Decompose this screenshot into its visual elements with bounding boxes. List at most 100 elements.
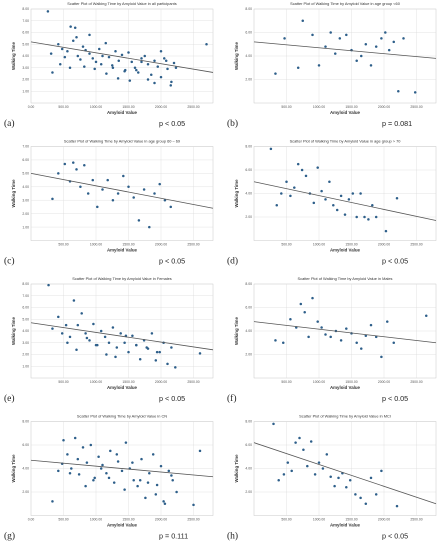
panel-d: Scatter Plot of Walking Time by Amyloid … bbox=[227, 139, 437, 267]
fit-line bbox=[30, 322, 214, 351]
data-point bbox=[127, 185, 130, 189]
data-point bbox=[132, 479, 135, 482]
data-point bbox=[294, 441, 297, 444]
y-tick-label: 6.00 bbox=[22, 158, 29, 162]
data-point bbox=[83, 164, 86, 167]
fit-line bbox=[253, 41, 437, 59]
data-point bbox=[374, 493, 378, 496]
data-point bbox=[101, 463, 104, 467]
data-point bbox=[137, 219, 141, 222]
data-point bbox=[289, 318, 292, 321]
data-point bbox=[68, 66, 72, 69]
y-tick-label: 5.00 bbox=[22, 317, 29, 321]
data-point bbox=[66, 50, 69, 53]
data-point bbox=[380, 355, 383, 359]
chart-title: Scatter Plot of Walking Time by Amyloid … bbox=[290, 139, 402, 144]
data-point bbox=[363, 215, 366, 219]
data-point bbox=[277, 479, 280, 482]
data-point bbox=[413, 91, 417, 94]
data-point bbox=[171, 479, 174, 482]
x-tick-label: 1000.00 bbox=[90, 243, 102, 247]
data-point bbox=[328, 180, 331, 183]
x-tick-label: 1500.00 bbox=[345, 243, 357, 247]
x-tick-label: 0.00 bbox=[28, 518, 35, 522]
data-point bbox=[293, 186, 296, 189]
data-point bbox=[93, 67, 96, 71]
data-point bbox=[51, 71, 54, 74]
data-point bbox=[320, 189, 323, 193]
x-tick-label: 1500.00 bbox=[122, 105, 134, 109]
data-point bbox=[135, 343, 138, 347]
data-point bbox=[99, 62, 103, 66]
y-tick-label: 3.00 bbox=[22, 198, 29, 202]
data-point bbox=[384, 229, 388, 233]
data-point bbox=[339, 194, 343, 198]
x-tick-label: 1000.00 bbox=[313, 518, 325, 522]
data-point bbox=[296, 66, 300, 69]
y-axis-label: Walking Time bbox=[11, 41, 16, 70]
data-point bbox=[325, 453, 329, 456]
x-tick-label: 2500.00 bbox=[187, 243, 199, 247]
data-point bbox=[57, 469, 60, 473]
data-point bbox=[174, 366, 177, 369]
data-point bbox=[380, 469, 383, 473]
data-point bbox=[146, 481, 150, 484]
data-point bbox=[289, 194, 292, 198]
data-point bbox=[94, 343, 98, 347]
x-axis-label: Amyloid Value bbox=[107, 110, 138, 115]
chart-title: Scatter Plot of Walking Time by Amyloid … bbox=[72, 276, 172, 281]
data-point bbox=[324, 333, 327, 336]
data-point bbox=[324, 198, 327, 201]
data-point bbox=[150, 332, 154, 335]
data-point bbox=[364, 502, 368, 505]
data-point bbox=[316, 166, 319, 169]
data-point bbox=[311, 296, 314, 300]
panel-label: (f) bbox=[227, 393, 237, 404]
data-point bbox=[57, 43, 60, 46]
data-point bbox=[334, 52, 337, 55]
data-point bbox=[47, 283, 50, 287]
p-value: p < 0.05 bbox=[159, 257, 185, 266]
y-tick-label: 1.00 bbox=[22, 89, 29, 93]
y-tick-label: 4.00 bbox=[245, 54, 252, 58]
data-point bbox=[69, 25, 72, 28]
data-point bbox=[111, 64, 114, 67]
data-point bbox=[68, 471, 72, 475]
data-point bbox=[140, 60, 143, 64]
chart-title: Scatter Plot of Walking Time by Amyloid … bbox=[67, 1, 176, 6]
data-point bbox=[169, 84, 172, 87]
data-point bbox=[359, 496, 362, 500]
data-point bbox=[269, 147, 273, 151]
x-axis-label: Amyloid Value bbox=[107, 248, 138, 253]
x-tick-label: 2000.00 bbox=[155, 380, 167, 384]
data-point bbox=[123, 341, 126, 344]
x-tick-label: 1000.00 bbox=[90, 105, 102, 109]
data-point bbox=[163, 57, 166, 60]
data-point bbox=[51, 500, 54, 503]
data-point bbox=[97, 455, 100, 458]
data-point bbox=[91, 178, 94, 182]
data-point bbox=[124, 441, 128, 444]
data-point bbox=[395, 196, 399, 200]
y-tick-label: 2.00 bbox=[22, 490, 29, 494]
data-point bbox=[63, 55, 67, 59]
y-axis-label: Walking Time bbox=[11, 179, 16, 208]
data-point bbox=[198, 352, 202, 355]
data-point bbox=[299, 302, 303, 306]
panel-g: Scatter Plot of Walking Time by Amyloid … bbox=[4, 414, 214, 542]
data-point bbox=[46, 10, 50, 13]
data-point bbox=[286, 461, 290, 464]
x-tick-label: 2500.00 bbox=[410, 243, 422, 247]
data-point bbox=[117, 59, 120, 62]
y-axis-label: Walking Time bbox=[234, 454, 239, 483]
data-point bbox=[402, 37, 405, 40]
data-point bbox=[131, 334, 134, 337]
fit-line bbox=[30, 172, 214, 209]
panel-label: (b) bbox=[227, 118, 238, 129]
data-point bbox=[111, 198, 115, 202]
y-tick-label: 8.00 bbox=[22, 7, 29, 11]
data-point bbox=[298, 436, 301, 440]
data-point bbox=[115, 346, 119, 349]
x-tick-label: 0.00 bbox=[28, 105, 35, 109]
